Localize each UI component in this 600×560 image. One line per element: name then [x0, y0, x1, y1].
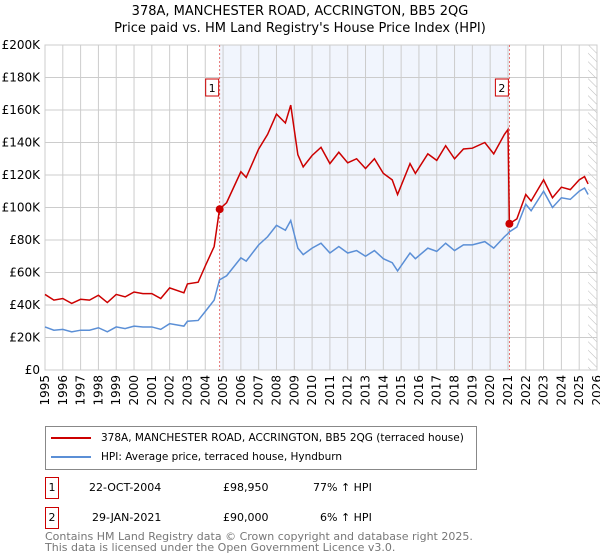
x-tick-label: 2002	[163, 375, 177, 406]
sale-date: 29-JAN-2021	[92, 511, 162, 524]
x-tick-label: 2007	[252, 375, 266, 406]
y-tick-label: £100K	[2, 201, 42, 215]
x-tick-label: 2017	[430, 375, 444, 406]
sale-marker: 1	[45, 477, 59, 499]
y-tick-label: £40K	[9, 298, 41, 312]
x-tick-label: 2010	[305, 375, 319, 406]
x-tick-label: 2012	[341, 375, 355, 406]
plot-frame	[44, 44, 598, 371]
footer: Contains HM Land Registry data © Crown c…	[45, 530, 473, 554]
sale-marker: 2	[45, 507, 59, 529]
x-tick-label: 2019	[465, 375, 479, 406]
x-tick-label: 2014	[376, 375, 390, 406]
y-tick-label: £200K	[2, 38, 42, 52]
y-tick-label: £0	[25, 363, 40, 377]
y-tick-label: £80K	[9, 233, 41, 247]
y-tick-label: £140K	[2, 136, 42, 150]
legend: 378A, MANCHESTER ROAD, ACCRINGTON, BB5 2…	[45, 426, 477, 470]
x-tick-label: 2003	[180, 375, 194, 406]
y-tick-label: £120K	[2, 168, 42, 182]
x-tick-label: 2013	[359, 375, 373, 406]
x-tick-label: 2016	[412, 375, 426, 406]
y-tick-label: £160K	[2, 103, 42, 117]
x-tick-label: 2000	[127, 375, 141, 406]
sale-row-2: 2 29-JAN-2021 £90,000 6% ↑ HPI	[45, 507, 405, 529]
y-tick-label: £20K	[9, 331, 41, 345]
series-line	[44, 186, 589, 333]
x-tick-label: 2004	[198, 375, 212, 406]
y-tick-label: £60K	[9, 266, 41, 280]
sale-label-box	[494, 78, 509, 97]
y-tick-label: £180K	[2, 71, 42, 85]
sale-point	[505, 219, 514, 228]
x-tick-label: 2006	[234, 375, 248, 406]
sale-price: £90,000	[223, 511, 269, 524]
chart-title: 378A, MANCHESTER ROAD, ACCRINGTON, BB5 2…	[131, 4, 469, 19]
sale-hpi: 77% ↑ HPI	[313, 481, 372, 494]
x-tick-label: 2001	[145, 375, 159, 406]
sale-label-box	[205, 78, 220, 97]
x-tick-label: 2011	[323, 375, 337, 406]
x-tick-label: 1998	[91, 375, 105, 406]
x-tick-label: 2022	[519, 375, 533, 406]
sale-date: 22-OCT-2004	[89, 481, 162, 494]
x-tick-label: 2008	[269, 375, 283, 406]
x-tick-label: 2025	[572, 375, 586, 406]
x-tick-label: 2018	[448, 375, 462, 406]
sale-hpi: 6% ↑ HPI	[320, 511, 372, 524]
x-tick-label: 2026	[590, 375, 600, 406]
sale-price: £98,950	[223, 481, 269, 494]
legend-item-hpi: HPI: Average price, terraced house, Hynd…	[51, 451, 342, 463]
sale-label: 1	[209, 82, 216, 95]
x-tick-label: 2024	[554, 375, 568, 406]
series-line	[44, 104, 589, 305]
sale-point	[215, 205, 224, 214]
sale-label: 2	[498, 82, 505, 95]
x-tick-label: 2021	[501, 375, 515, 406]
x-tick-label: 2020	[483, 375, 497, 406]
x-tick-label: 2005	[216, 375, 230, 406]
x-tick-label: 1997	[74, 375, 88, 406]
x-tick-label: 1995	[38, 375, 52, 406]
chart-subtitle: Price paid vs. HM Land Registry's House …	[114, 21, 486, 36]
x-tick-label: 1999	[109, 375, 123, 406]
price-chart: £0 £20K £40K £60K £80K £100K £120K £140K £160K £1…	[2, 38, 600, 406]
x-tick-label: 1996	[56, 375, 70, 406]
sale-row-1: 1 22-OCT-2004 £98,950 77% ↑ HPI	[45, 477, 405, 499]
x-tick-label: 2009	[287, 375, 301, 406]
x-tick-label: 2023	[537, 375, 551, 406]
x-tick-label: 2015	[394, 375, 408, 406]
legend-item-property: 378A, MANCHESTER ROAD, ACCRINGTON, BB5 2…	[51, 432, 464, 444]
